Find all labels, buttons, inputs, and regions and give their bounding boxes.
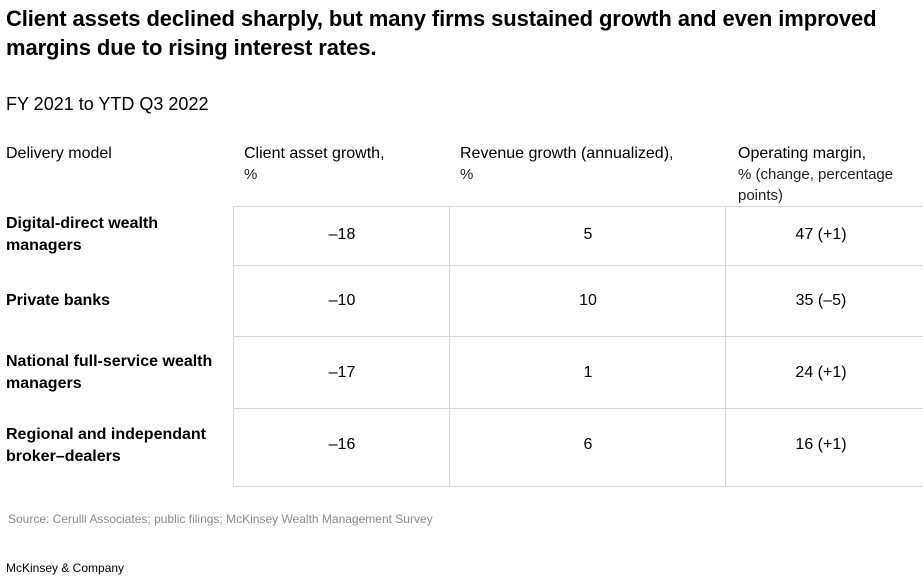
- column-header-revenue-growth: Revenue growth (annualized), %: [460, 143, 720, 185]
- column-header-unit: %: [244, 166, 258, 183]
- row-label: Regional and independant broker–dealers: [6, 426, 207, 465]
- source-note: Source: Cerulli Associates; public filin…: [8, 512, 433, 526]
- column-header-label: Revenue growth (annualized),: [460, 145, 674, 162]
- column-divider: [233, 206, 234, 486]
- row-divider: [233, 336, 923, 337]
- cell-operating-margin: 24 (+1): [795, 364, 847, 381]
- row-label: Digital-direct wealth managers: [6, 215, 159, 254]
- cell-operating-margin: 47 (+1): [795, 226, 847, 243]
- cell-revenue-growth: 10: [579, 292, 597, 309]
- cell-operating-margin: 16 (+1): [795, 436, 847, 453]
- cell-asset-growth: –18: [328, 226, 356, 243]
- row-divider: [233, 265, 923, 266]
- cell-asset-growth: –16: [328, 436, 356, 453]
- cell-asset-growth: –10: [328, 292, 356, 309]
- chart-title: Client assets declined sharply, but many…: [6, 6, 877, 60]
- column-header-client-asset-growth: Client asset growth, %: [244, 143, 444, 185]
- cell-asset-growth: –17: [328, 364, 356, 381]
- column-header-label: Client asset growth,: [244, 145, 385, 162]
- cell-revenue-growth: 5: [583, 226, 593, 243]
- row-divider: [233, 486, 923, 487]
- brand-label: McKinsey & Company: [6, 561, 125, 575]
- column-divider: [449, 206, 450, 486]
- column-divider: [725, 206, 726, 486]
- row-label: National full-service wealth managers: [6, 353, 213, 392]
- column-header-label: Operating margin,: [738, 145, 867, 162]
- cell-revenue-growth: 6: [583, 436, 593, 453]
- row-divider: [233, 408, 923, 409]
- chart-subtitle: FY 2021 to YTD Q3 2022: [6, 94, 209, 114]
- column-header-delivery-model: Delivery model: [6, 143, 112, 164]
- column-header-unit: % (change, percentage points): [738, 166, 894, 204]
- cell-revenue-growth: 1: [583, 364, 593, 381]
- column-header-unit: %: [460, 166, 474, 183]
- row-label: Private banks: [6, 292, 111, 309]
- row-divider: [233, 206, 923, 207]
- column-header-label: Delivery model: [6, 145, 112, 162]
- column-header-operating-margin: Operating margin, % (change, percentage …: [738, 143, 918, 206]
- cell-operating-margin: 35 (–5): [795, 292, 847, 309]
